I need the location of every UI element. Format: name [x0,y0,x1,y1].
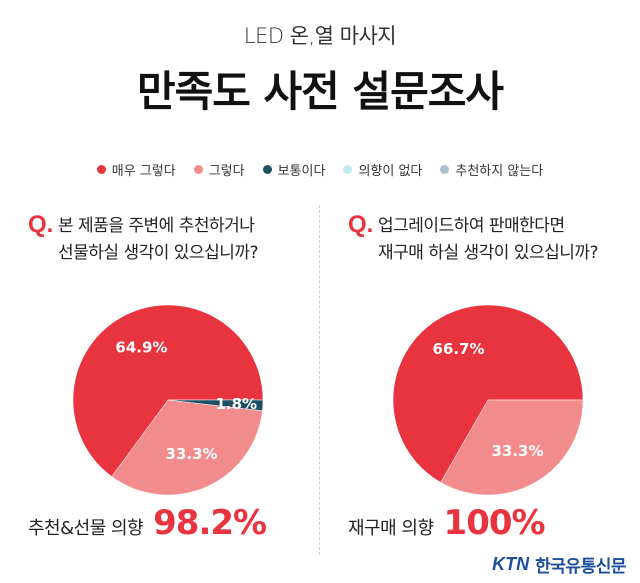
legend-item-no-intent: 의향이 없다 [343,160,422,179]
publisher-logo: KTN 한국유통신문 [492,552,626,577]
pie-label-0: 64.9% [115,338,167,356]
intent-summary: 추천&선물 의향 98.2% [28,503,267,543]
pie-chart-recommend: 64.9% 33.3% 1.8% [72,305,264,495]
legend: 매우 그렇다 그렇다 보통이다 의향이 없다 추천하지 않는다 [0,160,640,179]
pie-label-1: 33.3% [166,445,218,463]
question-line: 재구매 하실 생각이 있으십니까? [378,243,599,263]
intent-label: 추천&선물 의향 [28,518,144,539]
legend-item-not-recommend: 추천하지 않는다 [440,160,543,179]
pie-label-0: 66.7% [432,340,484,358]
question-mark: Q. [348,211,374,238]
intent-label: 재구매 의향 [348,518,434,539]
legend-label: 의향이 없다 [358,164,423,179]
legend-dot [262,165,272,174]
panel-recommend: Q. 본 제품을 주변에 추천하거나 선물하실 생각이 있으십니까? 64.9%… [18,205,318,555]
legend-label: 보통이다 [277,164,326,179]
pie-slice-1 [440,399,584,495]
intent-value: 100% [443,503,546,543]
legend-item-very-yes: 매우 그렇다 [96,160,176,179]
ktn-logo: KTN [492,554,530,574]
publisher-name: 한국유통신문 [535,557,626,577]
legend-dot [96,165,106,174]
question-text: 업그레이드하여 판매한다면 재구매 하실 생각이 있으십니까? [378,213,638,267]
pie-slice-0 [392,305,584,483]
panel-repurchase: Q. 업그레이드하여 판매한다면 재구매 하실 생각이 있으십니까? 66.7%… [338,205,638,555]
legend-item-neutral: 보통이다 [262,160,326,179]
page-title: 만족도 사전 설문조사 [136,67,504,116]
intent-summary: 재구매 의향 100% [348,503,546,543]
legend-item-yes: 그렇다 [193,160,245,179]
legend-dot [440,165,450,174]
question-line: 본 제품을 주변에 추천하거나 [58,216,255,236]
question-line: 선물하실 생각이 있으십니까? [58,243,259,263]
question-text: 본 제품을 주변에 추천하거나 선물하실 생각이 있으십니까? [58,213,318,267]
intent-value: 98.2% [153,503,267,543]
legend-label: 매우 그렇다 [111,164,176,179]
legend-label: 그렇다 [208,164,245,179]
legend-label: 추천하지 않는다 [455,164,544,179]
question-line: 업그레이드하여 판매한다면 [378,216,565,236]
pie-label-1: 33.3% [491,442,543,460]
pie-slice-1 [111,399,263,495]
panel-divider [319,205,320,555]
legend-dot [193,165,203,174]
pie-chart-repurchase: 66.7% 33.3% [392,305,584,495]
pie-slice-0 [72,305,264,477]
page-subtitle: LED 온,열 마사지 [243,24,397,48]
question-mark: Q. [28,211,54,238]
pie-slice-2 [167,399,264,411]
pie-label-2: 1.8% [215,395,257,413]
legend-dot [343,165,353,174]
